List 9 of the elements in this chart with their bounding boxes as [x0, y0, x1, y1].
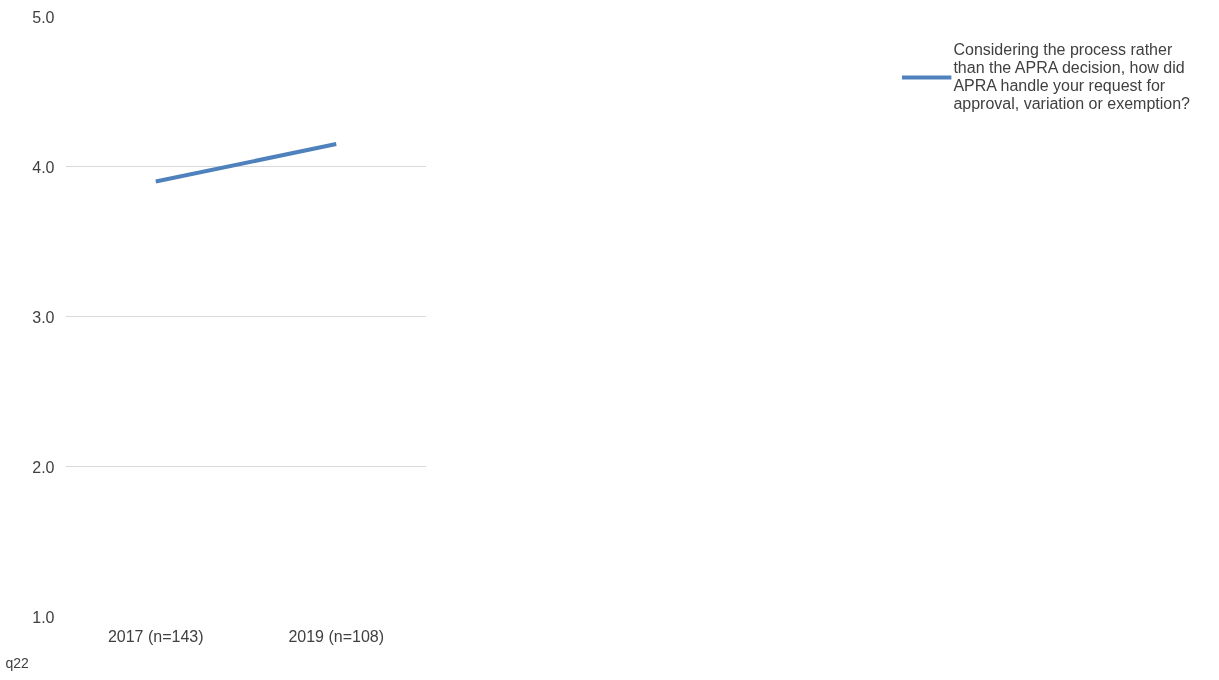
text: q22 [5, 654, 30, 671]
x-tick-label: 2017 (n=143) [107, 627, 204, 645]
x-tick-label: 2019 (n=108) [288, 627, 385, 645]
y-tick-label: 4.0 [32, 158, 55, 176]
y-tick-label: 2.0 [32, 458, 55, 476]
y-tick-label: 1.0 [32, 608, 55, 626]
y-tick-label: 5.0 [32, 8, 55, 26]
legend-label: Considering the process rather than the APRA decision, how did APRA handle your request for approval, variation or exemption? [953, 41, 1190, 113]
y-tick-label: 3.0 [32, 308, 55, 326]
